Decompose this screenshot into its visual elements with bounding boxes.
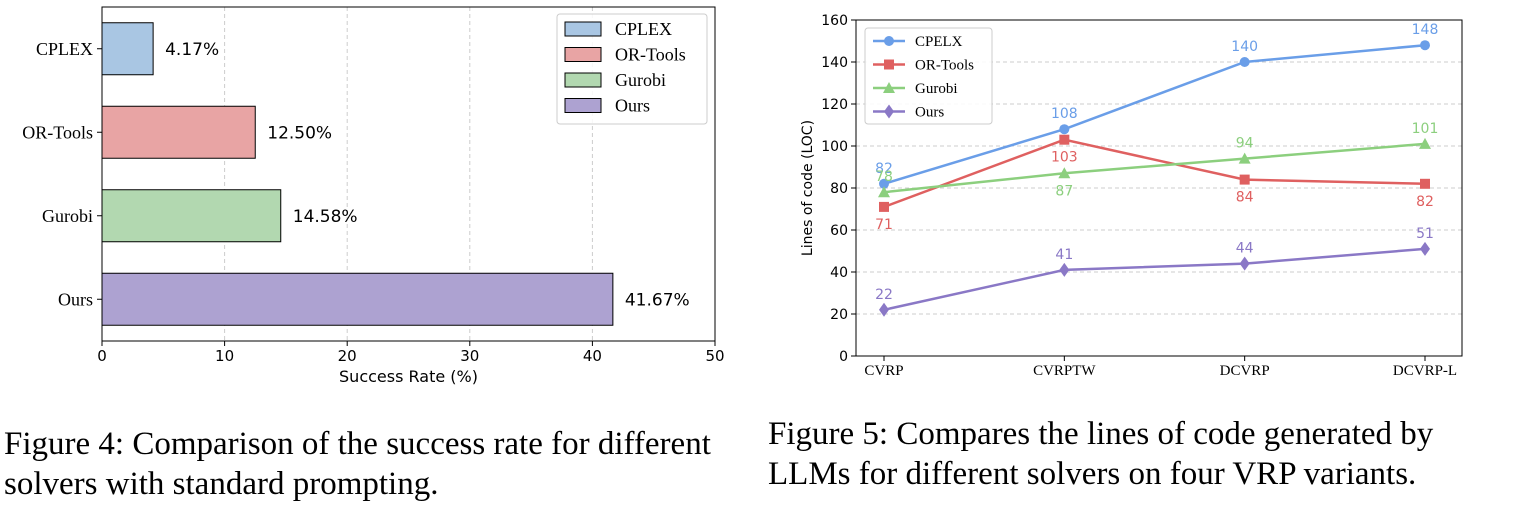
x-tick-label: DCVRP <box>1220 363 1270 379</box>
legend-label: OR-Tools <box>615 45 686 65</box>
legend-label: OR-Tools <box>915 58 974 74</box>
y-tick-label: 20 <box>830 307 848 323</box>
data-label: 87 <box>1055 183 1073 199</box>
x-tick-label: CVRP <box>864 363 903 379</box>
data-label: 108 <box>1051 106 1078 122</box>
y-tick-label: 0 <box>839 349 848 365</box>
data-point <box>1419 137 1431 149</box>
lines-of-code-line-chart: 0 20 40 60 80 100 120 140 160 Lines of code (LOC)… <box>800 13 1463 379</box>
y-tick-label: 60 <box>830 223 848 239</box>
data-point <box>1239 57 1250 67</box>
data-label: 78 <box>875 169 893 185</box>
data-point <box>1059 124 1070 135</box>
data-point <box>884 59 894 70</box>
figure-4-caption: Figure 4: Comparison of the success rate… <box>4 426 711 502</box>
data-label: 71 <box>875 217 893 233</box>
data-label: 82 <box>875 161 893 177</box>
data-label: 103 <box>1051 150 1078 166</box>
data-label: 148 <box>1412 22 1439 38</box>
data-point <box>1059 262 1070 277</box>
y-tick-label: 140 <box>821 55 848 71</box>
y-tick-label: 120 <box>821 97 848 113</box>
data-point <box>879 178 889 189</box>
x-tick-label: DCVRP-L <box>1393 363 1457 379</box>
data-point <box>878 186 890 198</box>
data-label: 44 <box>1236 241 1254 257</box>
bar-value-label: 12.50% <box>267 123 332 143</box>
bar <box>101 272 614 326</box>
bar-value-label: 14.58% <box>293 207 358 227</box>
success-rate-bar-chart: 4.17% CPLEX 12.50% OR-Tools 14.58% Gurobi 41.6… <box>22 6 725 386</box>
legend-swatch <box>564 72 602 88</box>
legend-swatch <box>564 21 602 37</box>
data-point <box>884 36 894 46</box>
y-tick-label: Ours <box>58 289 93 309</box>
legend-label: CPLEX <box>615 19 672 39</box>
series-line <box>883 247 1426 312</box>
data-label: 22 <box>875 287 893 303</box>
data-point <box>1420 178 1430 189</box>
data-point <box>1058 167 1071 179</box>
data-label: 41 <box>1055 247 1073 263</box>
x-tick-label: 10 <box>215 347 234 365</box>
series-line <box>883 43 1426 185</box>
bar-value-label: 41.67% <box>625 290 690 310</box>
bar-value-label: 4.17% <box>165 40 219 60</box>
data-point <box>1420 241 1430 256</box>
data-point <box>1420 40 1430 51</box>
data-point <box>1239 256 1250 271</box>
legend-box <box>556 13 708 125</box>
data-label: 140 <box>1231 39 1258 55</box>
data-label: 101 <box>1412 121 1439 137</box>
legend-label: Ours <box>915 105 944 121</box>
legend-swatch <box>564 47 602 62</box>
legend-swatch <box>564 98 602 113</box>
x-tick-label: 40 <box>583 347 602 365</box>
plot-frame <box>101 6 716 342</box>
data-label: 94 <box>1236 136 1254 152</box>
x-tick-label: 30 <box>460 347 479 365</box>
data-point <box>1059 134 1070 145</box>
data-point <box>1238 152 1251 164</box>
legend-label: Ours <box>615 96 650 116</box>
x-tick-label: 50 <box>705 347 724 365</box>
x-tick-label: 20 <box>338 347 357 365</box>
bar <box>101 22 154 76</box>
data-point <box>879 201 889 212</box>
y-tick-label: 40 <box>830 265 848 281</box>
figure-5-caption: Figure 5: Compares the lines of code gen… <box>768 416 1434 492</box>
x-tick-label: 0 <box>97 347 107 365</box>
y-tick-label: 160 <box>821 13 848 29</box>
series-line <box>883 138 1426 209</box>
data-label: 82 <box>1416 194 1434 210</box>
legend-box <box>864 27 993 125</box>
y-tick-label: Gurobi <box>42 206 93 226</box>
data-point <box>879 302 889 317</box>
y-tick-label: CPLEX <box>36 39 93 59</box>
y-axis-label: Lines of code (LOC) <box>800 120 816 256</box>
bar <box>101 105 256 159</box>
data-point <box>883 82 895 93</box>
legend-label: Gurobi <box>615 70 666 90</box>
data-label: 51 <box>1416 226 1434 242</box>
x-tick-label: CVRPTW <box>1033 363 1096 379</box>
x-axis-label: Success Rate (%) <box>339 367 478 386</box>
y-tick-label: OR-Tools <box>22 122 93 142</box>
data-point <box>884 104 894 119</box>
series-line <box>883 142 1426 194</box>
legend-label: CPELX <box>915 34 963 50</box>
data-point <box>1239 174 1250 185</box>
legend-label: Gurobi <box>915 81 958 97</box>
y-tick-label: 80 <box>830 181 848 197</box>
y-tick-label: 100 <box>821 139 848 155</box>
data-label: 84 <box>1236 190 1254 206</box>
bar <box>101 189 282 243</box>
